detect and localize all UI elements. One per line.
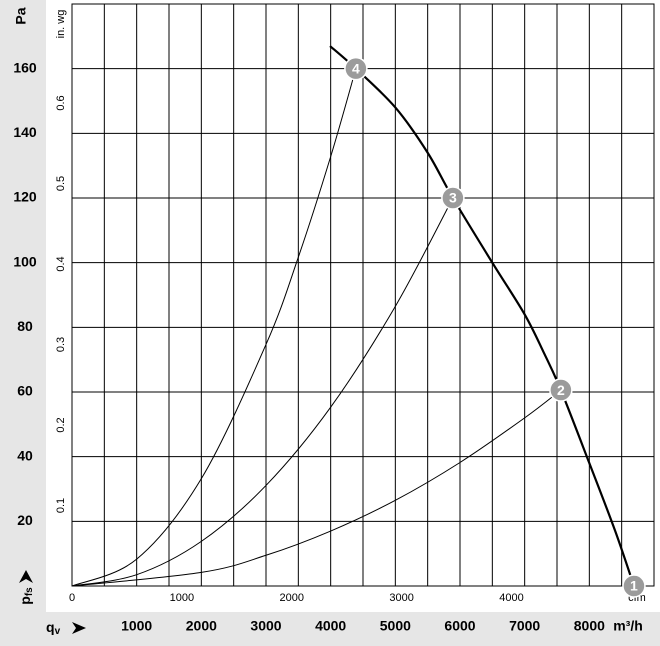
x2-tick-label: 1000 <box>170 592 194 604</box>
y2-axis-label: in. wg <box>55 10 67 39</box>
x-tick-label: 3000 <box>250 618 281 634</box>
x-tick-label: 5000 <box>380 618 411 634</box>
x2-tick-label: 3000 <box>389 592 413 604</box>
y-symbol: p <box>17 596 33 605</box>
curve <box>329 45 635 587</box>
y-tick-label: 20 <box>17 512 33 528</box>
point-label: 4 <box>352 60 360 76</box>
y2-tick-label: 0.6 <box>55 95 67 110</box>
y-symbol-sub: fs <box>24 587 35 596</box>
x2-tick-label: 4000 <box>499 592 523 604</box>
x-tick-label: 7000 <box>509 618 540 634</box>
y2-tick-label: 0.2 <box>55 417 67 432</box>
y-tick-label: 80 <box>17 318 33 334</box>
point-label: 3 <box>449 190 457 206</box>
point-label: 1 <box>630 578 638 594</box>
y-tick-label: 100 <box>13 253 37 269</box>
curve <box>71 197 454 587</box>
y-tick-label: 160 <box>13 59 37 75</box>
y-tick-label: 140 <box>13 124 37 140</box>
operating-point <box>622 574 646 598</box>
x-symbol: q <box>46 619 55 635</box>
y2-tick-label: 0.1 <box>55 498 67 513</box>
y2-tick-label: 0.4 <box>55 256 67 271</box>
operating-point <box>344 56 368 81</box>
x2-tick-label: 0 <box>69 592 75 604</box>
y2-tick-label: 0.3 <box>55 337 67 352</box>
x-axis-label: m³/h <box>613 618 643 634</box>
x-tick-label: 4000 <box>315 618 346 634</box>
x-tick-label: 8000 <box>574 618 605 634</box>
y-axis-symbol: pfs <box>17 587 35 605</box>
operating-point <box>441 186 465 210</box>
y-tick-label: 40 <box>17 447 33 463</box>
x-tick-label: 2000 <box>186 618 217 634</box>
y-axis-label: Pa <box>13 7 29 24</box>
point-label: 2 <box>557 382 565 398</box>
y2-tick-label: 0.5 <box>55 176 67 191</box>
x-axis-symbol: qv <box>46 619 61 637</box>
x-tick-label: 6000 <box>444 618 475 634</box>
operating-point <box>549 378 573 402</box>
x-arrow <box>72 622 86 634</box>
y-tick-label: 60 <box>17 383 33 399</box>
x-tick-label: 1000 <box>121 618 152 634</box>
x2-tick-label: 2000 <box>280 592 304 604</box>
curve <box>71 389 562 587</box>
bottom-band <box>0 612 660 646</box>
y-tick-label: 120 <box>13 189 37 205</box>
curve <box>71 68 357 587</box>
y-arrow <box>19 570 33 583</box>
left-band <box>0 0 46 646</box>
x-symbol-sub: v <box>55 626 61 637</box>
